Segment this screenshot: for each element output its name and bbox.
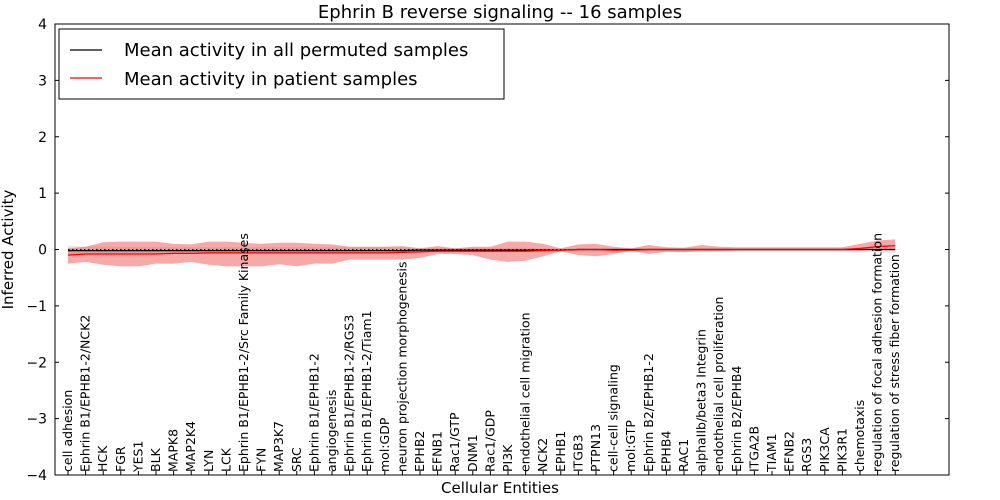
x-tick-label: NCK2 <box>535 438 550 472</box>
x-tick-label: MAPK8 <box>166 429 181 472</box>
legend-label-patient: Mean activity in patient samples <box>124 69 418 90</box>
x-tick-label: EFNB2 <box>782 431 797 472</box>
y-axis-label: Inferred Activity <box>0 189 17 309</box>
legend-label-permuted: Mean activity in all permuted samples <box>124 40 468 61</box>
x-tick-label: FGR <box>113 446 128 472</box>
x-tick-label: HCK <box>95 445 110 472</box>
x-tick-label: cell-cell signaling <box>606 364 621 472</box>
y-tick-label: 0 <box>38 243 47 259</box>
patient-band-area <box>68 239 896 267</box>
x-tick-label: Ephrin B1/EPHB1-2/Src Family Kinases <box>236 233 251 472</box>
patient-mean-line <box>67 244 896 256</box>
y-tick-label: 2 <box>38 130 47 146</box>
x-tick-label: PI3K <box>500 444 515 472</box>
x-tick-label: RGS3 <box>799 438 814 472</box>
y-tick-label: −2 <box>26 355 47 371</box>
x-tick-label: RAC1 <box>676 439 691 472</box>
x-tick-label: regulation of stress fiber formation <box>887 254 902 472</box>
y-tick-label: −3 <box>26 412 47 428</box>
x-tick-label: DNM1 <box>465 434 480 472</box>
x-tick-label: ITGB3 <box>570 434 585 472</box>
x-tick-label: PIK3R1 <box>834 428 849 472</box>
x-tick-label: neuron projection morphogenesis <box>394 261 409 472</box>
x-tick-label: endothelial cell proliferation <box>711 297 726 472</box>
legend: Mean activity in all permuted samples Me… <box>58 28 505 100</box>
x-tick-label: LYN <box>201 450 216 472</box>
x-tick-label: Ephrin B1/EPHB1-2 <box>306 353 321 472</box>
x-tick-label: Ephrin B1/EPHB1-2/Tiam1 <box>359 310 374 472</box>
x-tick-label: Ephrin B2/EPHB1-2 <box>641 353 656 472</box>
x-tick-label: FYN <box>254 448 269 472</box>
legend-box <box>58 28 505 100</box>
x-tick-label: EPHB2 <box>412 431 427 472</box>
x-tick-label: mol:GDP <box>377 417 392 472</box>
x-tick-label: MAP2K4 <box>183 421 198 472</box>
y-tick-label: 1 <box>38 186 47 202</box>
y-tick-label: 4 <box>38 17 47 33</box>
x-tick-label: LCK <box>218 447 233 472</box>
x-tick-label: PTPN13 <box>588 424 603 472</box>
y-tick-label: −4 <box>26 468 47 484</box>
x-axis-label: Cellular Entities <box>441 479 559 497</box>
x-tick-label: TIAM1 <box>764 433 779 473</box>
x-tick-label: alphaIIb/beta3 Integrin <box>694 329 709 472</box>
x-tick-label: regulation of focal adhesion formation <box>870 233 885 472</box>
y-tick-label: 3 <box>38 73 47 89</box>
x-tick-label: Ephrin B2/EPHB4 <box>729 366 744 472</box>
x-tick-label: mol:GTP <box>623 420 638 472</box>
x-tick-label: Ephrin B1/EPHB1-2/NCK2 <box>78 315 93 472</box>
x-tick-label: cell adhesion <box>60 390 75 472</box>
chart-title: Ephrin B reverse signaling -- 16 samples <box>318 2 682 23</box>
x-tick-label: EPHB1 <box>553 431 568 472</box>
y-axis: 4 3 2 1 0 −1 −2 −3 −4 <box>26 17 949 484</box>
x-tick-label: SRC <box>289 447 304 472</box>
y-tick-label: −1 <box>26 299 47 315</box>
x-tick-label: endothelial cell migration <box>518 312 533 472</box>
x-tick-label: EFNB1 <box>430 431 445 472</box>
series-lines <box>67 244 896 256</box>
x-tick-label: PIK3CA <box>817 427 832 472</box>
x-tick-label: Rac1/GDP <box>482 410 497 472</box>
x-tick-label: MAP3K7 <box>271 421 286 472</box>
x-tick-label: angiogenesis <box>324 390 339 472</box>
x-tick-label: YES1 <box>130 441 145 473</box>
x-tick-label: EPHB4 <box>658 431 673 472</box>
x-tick-label: Ephrin B1/EPHB1-2/RGS3 <box>342 315 357 472</box>
x-tick-label: Rac1/GTP <box>447 412 462 472</box>
x-tick-label: chemotaxis <box>852 400 867 472</box>
x-tick-label: ITGA2B <box>746 426 761 472</box>
x-tick-label: BLK <box>148 447 163 472</box>
x-axis: cell adhesion Ephrin B1/EPHB1-2/NCK2 HCK FG… <box>60 233 902 475</box>
